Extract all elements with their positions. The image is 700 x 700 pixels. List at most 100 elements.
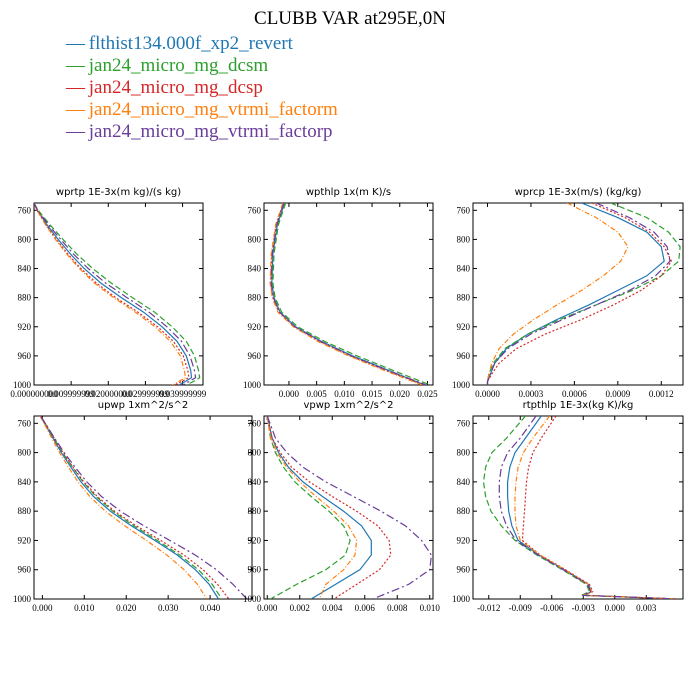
series-line (266, 416, 372, 599)
x-tick-label: 0.010 (74, 603, 95, 613)
panel-title: upwp 1xm^2/s^2 (98, 400, 188, 411)
y-tick-label: 1000 (452, 380, 471, 390)
y-tick-label: 960 (18, 565, 32, 575)
legend-entry: — flthist134.000f_xp2_revert (66, 33, 338, 55)
y-tick-label: 960 (457, 565, 471, 575)
panel-title: rtpthlp 1E-3x(kg K)/kg (523, 400, 634, 411)
y-tick-label: 880 (248, 293, 262, 303)
legend-entry: — jan24_micro_mg_dcsp (66, 77, 338, 99)
x-tick-label: 0.020000000 (85, 389, 133, 399)
y-tick-label: 800 (18, 234, 32, 244)
y-tick-label: 920 (18, 322, 32, 332)
y-tick-label: 920 (457, 322, 471, 332)
series-line (486, 203, 671, 385)
legend-swatch: — (66, 121, 85, 142)
y-tick-label: 960 (457, 351, 471, 361)
x-tick-label: 0.0012 (649, 389, 674, 399)
series-line (498, 416, 678, 599)
series-line (486, 203, 629, 385)
series-line (40, 416, 248, 599)
panel-title: wprcp 1E-3x(m/s) (kg/kg) (515, 187, 642, 198)
x-tick-label: 0.000 (257, 603, 278, 613)
series-line (514, 416, 678, 599)
x-tick-label: 0.0003 (519, 389, 544, 399)
series-line (269, 203, 423, 385)
series-line (482, 416, 678, 599)
legend-swatch: — (66, 33, 85, 54)
series-line (34, 203, 193, 385)
series-line (507, 416, 678, 599)
x-tick-label: 0.039999999 (159, 389, 207, 399)
chart-panel: upwp 1xm^2/s^2 760 800 840 880 920 960 10000.00… (13, 400, 253, 613)
series-line (486, 203, 673, 385)
x-tick-label: 0.010 (420, 603, 441, 613)
y-tick-label: 840 (457, 264, 471, 274)
series-line (270, 203, 427, 385)
y-tick-label: 880 (457, 293, 471, 303)
y-tick-label: 800 (248, 448, 262, 458)
legend-entry: — jan24_micro_mg_dcsm (66, 55, 338, 77)
panel-frame (472, 415, 684, 600)
y-tick-label: 880 (457, 506, 471, 516)
x-tick-label: 0.040 (200, 603, 221, 613)
x-tick-label: 0.009999999 (48, 389, 96, 399)
x-tick-label: 0.005 (307, 389, 328, 399)
y-tick-label: 960 (248, 351, 262, 361)
x-tick-label: 0.0000 (475, 389, 500, 399)
series-line (271, 203, 425, 385)
series-line (486, 203, 681, 385)
series-line (521, 416, 678, 599)
series-line (39, 416, 220, 599)
series-line (34, 203, 197, 385)
y-tick-label: 760 (457, 418, 471, 428)
x-tick-label: 0.004 (322, 603, 343, 613)
series-line (266, 416, 351, 599)
legend-swatch: — (66, 99, 85, 120)
y-tick-label: 1000 (452, 594, 471, 604)
y-tick-label: 840 (248, 477, 262, 487)
y-tick-label: 1000 (243, 380, 262, 390)
y-tick-label: 1000 (243, 594, 262, 604)
x-tick-label: 0.010 (334, 389, 355, 399)
figure-title: CLUBB VAR at295E,0N (254, 8, 446, 29)
y-tick-label: 800 (457, 448, 471, 458)
series-line (486, 203, 665, 385)
x-tick-label: 0.029999999 (122, 389, 170, 399)
legend-swatch: — (66, 77, 85, 98)
y-tick-label: 880 (18, 293, 32, 303)
x-tick-label: 0.0009 (605, 389, 630, 399)
series-line (266, 416, 433, 599)
series-line (39, 416, 208, 599)
y-tick-label: 840 (457, 477, 471, 487)
y-tick-label: 920 (18, 535, 32, 545)
panel-title: wpthlp 1x(m K)/s (306, 187, 391, 198)
y-tick-label: 760 (18, 418, 32, 428)
y-tick-label: 800 (18, 448, 32, 458)
y-tick-label: 920 (248, 535, 262, 545)
legend-label: flthist134.000f_xp2_revert (88, 33, 293, 54)
y-tick-label: 920 (457, 535, 471, 545)
y-tick-label: 840 (18, 264, 32, 274)
y-tick-label: 880 (18, 506, 32, 516)
chart-panel: wpthlp 1x(m K)/s 760 800 840 880 920 960 1000 0.… (243, 187, 438, 399)
x-tick-label: 0.002 (290, 603, 310, 613)
x-tick-label: 0.025 (417, 389, 438, 399)
x-tick-label: 0.008 (387, 603, 408, 613)
x-tick-label: 0.020 (390, 389, 411, 399)
panel-frame (472, 202, 684, 386)
x-tick-label: -0.003 (572, 603, 596, 613)
x-tick-label: 0.000000000 (10, 389, 58, 399)
y-tick-label: 960 (18, 351, 32, 361)
panel-frame (33, 415, 253, 600)
x-tick-label: -0.009 (509, 603, 533, 613)
x-tick-label: 0.006 (355, 603, 376, 613)
series-line (266, 416, 358, 599)
legend-label: jan24_micro_mg_dcsp (88, 77, 263, 98)
y-tick-label: 880 (248, 506, 262, 516)
legend-entry: — jan24_micro_mg_vtrmi_factorm (66, 99, 338, 121)
legend-label: jan24_micro_mg_dcsm (88, 55, 269, 76)
x-tick-label: 0.000 (605, 603, 626, 613)
series-line (272, 203, 431, 385)
y-tick-label: 760 (248, 205, 262, 215)
